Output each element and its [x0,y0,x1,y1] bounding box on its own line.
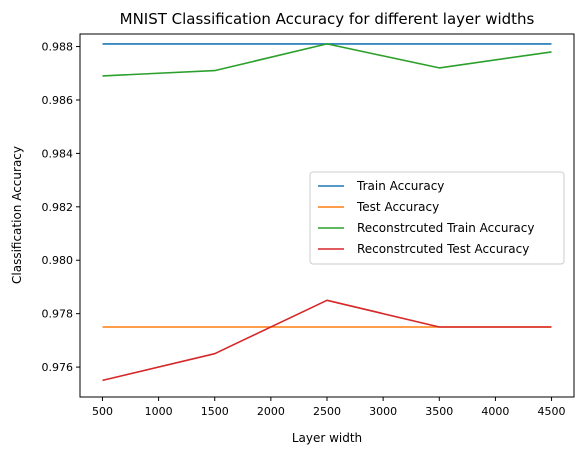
x-tick-label: 1000 [145,405,173,418]
x-axis: 500 1000 1500 2000 2500 3000 3500 4000 4500 [92,397,566,418]
legend-label-1: Test Accuracy [356,200,439,214]
x-tick-label: 3500 [425,405,453,418]
legend-box [309,171,565,265]
x-tick-label: 2500 [313,405,341,418]
y-axis-label: Classification Accuracy [10,146,24,284]
y-tick-label: 0.982 [42,201,74,214]
chart-title: MNIST Classification Accuracy for differ… [120,10,535,28]
legend: Train Accuracy Test Accuracy Reconstrcuted… [309,171,565,265]
y-tick-label: 0.984 [42,147,74,160]
y-tick-label: 0.978 [42,308,74,321]
series-line-2 [102,43,552,77]
y-tick-label: 0.976 [42,361,74,374]
x-tick-label: 2000 [257,405,285,418]
x-tick-label: 4000 [481,405,509,418]
y-axis: 0.976 0.978 0.980 0.982 0.984 0.986 0.988 [42,41,80,374]
legend-label-3: Reconstrcuted Test Accuracy [357,242,529,256]
x-tick-label: 3000 [369,405,397,418]
x-tick-label: 4500 [538,405,566,418]
x-tick-label: 1500 [201,405,229,418]
x-tick-label: 500 [92,405,113,418]
y-tick-label: 0.986 [42,94,74,107]
legend-label-0: Train Accuracy [356,179,444,193]
y-tick-label: 0.980 [42,254,74,267]
y-tick-label: 0.988 [42,41,74,54]
legend-label-2: Reconstrcuted Train Accuracy [357,221,534,235]
x-axis-label: Layer width [292,431,362,445]
series-lines [102,43,552,382]
series-line-3 [102,299,552,382]
